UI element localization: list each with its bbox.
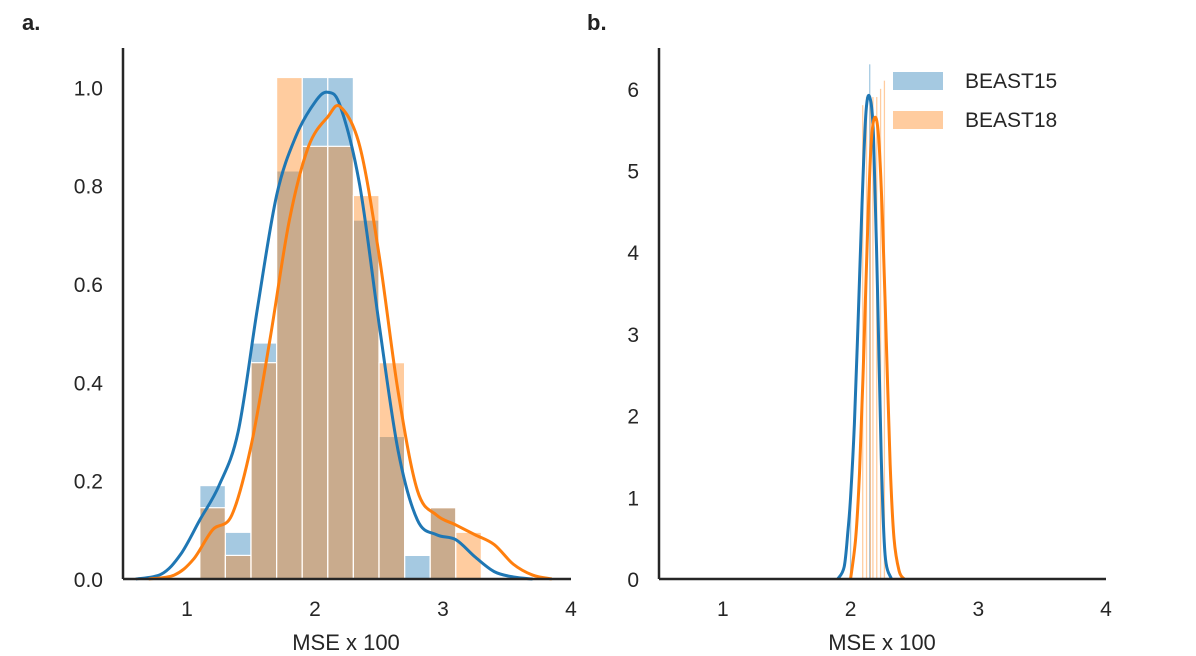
panel-b-bar-beast18-5 — [879, 88, 882, 579]
panel-a-xtick-label: 4 — [565, 598, 577, 621]
panel-a-label: a. — [22, 10, 40, 35]
panel-b-bar-beast18-6 — [883, 80, 886, 579]
panel-b-ytick-label: 1 — [627, 487, 639, 510]
panel-a-ytick-label: 0.4 — [74, 372, 104, 395]
panel-b-ytick-label: 5 — [627, 161, 639, 184]
panel-b-xtick-label: 4 — [1100, 598, 1112, 621]
panel-a-axes: 1 2 3 4 0.0 0.2 0.4 0.6 0.8 1.0 — [74, 48, 577, 621]
panel-a-bar-beast18-4 — [301, 145, 329, 580]
panel-b-kde-beast18 — [849, 115, 906, 580]
legend-label-beast18: BEAST18 — [965, 109, 1057, 132]
panel-a-xtick-label: 2 — [309, 598, 321, 621]
legend-label-beast15: BEAST15 — [965, 70, 1057, 93]
panel-b-ytick-label: 3 — [627, 324, 639, 347]
legend-swatch-beast15 — [893, 72, 943, 90]
panel-a-ytick-label: 0.6 — [74, 274, 103, 297]
panel-a-ytick-label: 1.0 — [74, 77, 103, 100]
panel-a-kde-beast18 — [148, 104, 553, 581]
panel-b-kde-lines — [836, 93, 906, 580]
panel-a-xtick-label: 1 — [181, 598, 193, 621]
panel-a-xtick-label: 3 — [437, 598, 449, 621]
panel-b-xtick-label: 3 — [972, 598, 984, 621]
panel-a-bars — [199, 76, 482, 580]
panel-b-bar-beast15-0 — [849, 497, 852, 579]
panel-b-ytick-label: 2 — [627, 406, 639, 429]
panel-a-bar-beast18-6 — [352, 194, 380, 580]
panel-b-ytick-label: 6 — [627, 79, 639, 102]
panel-b-axes: 1 2 3 4 0 1 2 3 4 5 6 — [627, 48, 1112, 621]
panel-b-kde-beast15 — [836, 93, 893, 580]
panel-a-bar-beast18-7 — [378, 362, 406, 580]
panel-a-bar-beast18-1 — [224, 554, 252, 580]
panel-a-ytick-label: 0.2 — [74, 471, 103, 494]
panel-a-bar-beast18-2 — [250, 362, 278, 580]
panel-b-ytick-label: 4 — [627, 242, 639, 265]
panel-a-bar-beast18-5 — [327, 145, 354, 580]
panel-a-bar-beast18-10 — [455, 531, 482, 580]
panel-b-bar-beast18-4 — [876, 97, 878, 579]
panel-b-xtick-label: 1 — [717, 598, 729, 621]
panel-b-xlabel: MSE x 100 — [828, 630, 936, 655]
panel-a: a. 1 2 3 4 0.0 0.2 0.4 0.6 0.8 1.0 MSE x 100 — [22, 10, 577, 655]
panel-b-bar-beast15-1 — [869, 64, 871, 580]
panel-b-xtick-label: 2 — [845, 598, 857, 621]
panel-a-xlabel: MSE x 100 — [292, 630, 400, 655]
panel-b-label: b. — [587, 10, 607, 35]
panel-b-bar-beast18-3 — [872, 97, 874, 579]
panel-a-ytick-label: 0.8 — [74, 176, 103, 199]
panel-a-kde-beast15 — [135, 90, 533, 581]
legend-swatch-beast18 — [893, 111, 943, 129]
panel-a-bar-beast15-8 — [404, 554, 431, 580]
panel-a-kde-lines — [135, 90, 553, 581]
panel-b-bar-beast18-1 — [865, 97, 868, 579]
panel-b: b. 1 2 3 4 0 1 2 3 4 5 6 MSE x 100 BEAST15 BEAST18 — [587, 10, 1112, 655]
legend: BEAST15 BEAST18 — [893, 70, 1057, 132]
panel-a-ytick-label: 0.0 — [74, 569, 103, 592]
panel-b-ytick-label: 0 — [627, 569, 639, 592]
panel-b-bar-beast18-2 — [869, 97, 872, 579]
